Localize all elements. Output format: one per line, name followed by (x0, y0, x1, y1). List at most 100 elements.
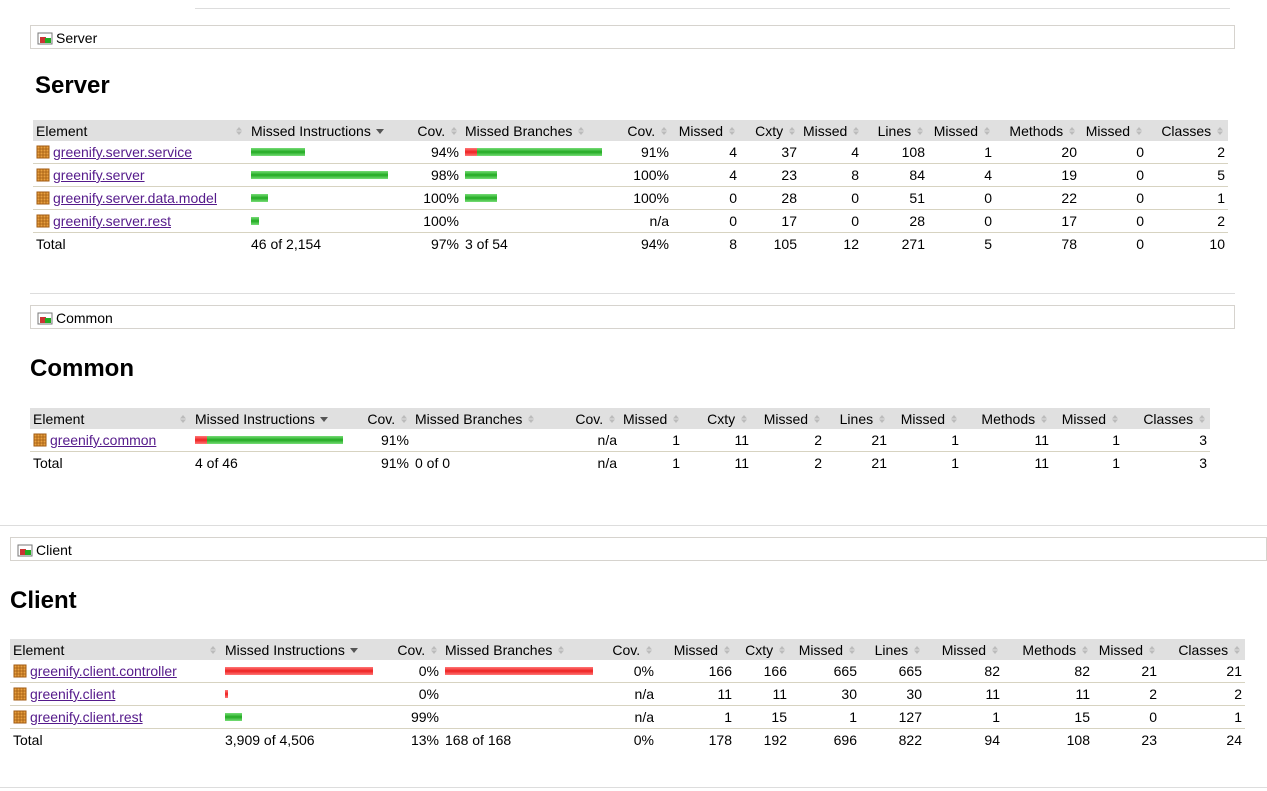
column-header[interactable]: Missed (1080, 120, 1147, 141)
sort-icon[interactable] (526, 414, 536, 424)
column-header[interactable]: Missed (790, 639, 860, 660)
table-cell: 17 (740, 209, 800, 233)
column-header[interactable]: Cov. (410, 120, 462, 141)
column-header[interactable]: Missed Branches (442, 639, 600, 660)
sort-icon[interactable] (1039, 414, 1049, 424)
sort-icon[interactable] (739, 414, 749, 424)
sort-icon[interactable] (208, 645, 218, 655)
column-header[interactable]: Cov. (565, 408, 620, 429)
column-header[interactable]: Methods (962, 408, 1052, 429)
package-link[interactable]: greenify.client.rest (30, 709, 143, 725)
package-link[interactable]: greenify.server (53, 167, 145, 183)
sort-icon[interactable] (429, 645, 439, 655)
package-link[interactable]: greenify.server.rest (53, 213, 172, 229)
table-cell: 8 (800, 163, 862, 187)
sort-icon[interactable] (556, 645, 566, 655)
table-cell: 91% (615, 141, 672, 164)
package-link[interactable]: greenify.server.data.model (53, 190, 217, 206)
column-header[interactable]: Methods (1003, 639, 1093, 660)
column-header[interactable]: Cxty (740, 120, 800, 141)
cell-value: 22 (1061, 190, 1077, 206)
sort-icon[interactable] (1080, 645, 1090, 655)
column-header[interactable]: Cxty (735, 639, 790, 660)
total-value: n/a (597, 455, 617, 471)
header-label: Cxty (745, 641, 774, 658)
column-header[interactable]: Element (30, 408, 192, 429)
column-header[interactable]: Cov. (615, 120, 672, 141)
column-header[interactable]: Missed (925, 639, 1003, 660)
column-header[interactable]: Classes (1123, 408, 1210, 429)
sort-icon[interactable] (234, 126, 244, 136)
column-header[interactable]: Missed Branches (462, 120, 615, 141)
package-link[interactable]: greenify.common (50, 432, 157, 448)
package-link[interactable]: greenify.client.controller (30, 663, 177, 679)
sort-icon[interactable] (787, 126, 797, 136)
sort-icon[interactable] (1134, 126, 1144, 136)
cell-value: 4 (729, 167, 737, 183)
column-header[interactable]: Lines (862, 120, 928, 141)
column-header[interactable]: Element (10, 639, 222, 660)
sort-icon[interactable] (847, 645, 857, 655)
sort-icon[interactable] (912, 645, 922, 655)
column-header[interactable]: Missed Instructions (222, 639, 388, 660)
column-header[interactable]: Missed Instructions (248, 120, 410, 141)
sort-icon[interactable] (1147, 645, 1157, 655)
sort-icon[interactable] (1232, 645, 1242, 655)
column-header[interactable]: Missed (620, 408, 683, 429)
sort-icon[interactable] (449, 126, 459, 136)
column-header[interactable]: Missed (928, 120, 995, 141)
sort-icon[interactable] (990, 645, 1000, 655)
sort-icon[interactable] (915, 126, 925, 136)
sort-icon[interactable] (319, 414, 329, 424)
column-header[interactable]: Lines (860, 639, 925, 660)
sort-icon[interactable] (851, 126, 861, 136)
sort-icon[interactable] (1110, 414, 1120, 424)
sort-icon[interactable] (812, 414, 822, 424)
sort-icon[interactable] (644, 645, 654, 655)
column-header[interactable]: Missed (800, 120, 862, 141)
sort-icon[interactable] (576, 126, 586, 136)
sort-icon[interactable] (877, 414, 887, 424)
column-header[interactable]: Cov. (388, 639, 442, 660)
sort-icon[interactable] (727, 126, 737, 136)
column-header[interactable]: Missed (890, 408, 962, 429)
sort-icon[interactable] (1067, 126, 1077, 136)
sort-icon[interactable] (659, 126, 669, 136)
sort-icon[interactable] (349, 645, 359, 655)
column-header[interactable]: Missed Branches (412, 408, 565, 429)
column-header[interactable]: Classes (1160, 639, 1245, 660)
total-row: Total 4 of 46 91% 0 of 0 n/a 1 11 2 21 1 11 1 3 (30, 452, 1210, 475)
column-header[interactable]: Methods (995, 120, 1080, 141)
sort-icon[interactable] (722, 645, 732, 655)
column-header[interactable]: Classes (1147, 120, 1228, 141)
column-header[interactable]: Missed (657, 639, 735, 660)
sort-icon[interactable] (982, 126, 992, 136)
missed-bar (225, 667, 373, 675)
total-value: 94% (640, 236, 669, 252)
package-link[interactable]: greenify.client (30, 686, 116, 702)
column-header[interactable]: Missed (672, 120, 740, 141)
sort-icon[interactable] (399, 414, 409, 424)
column-header[interactable]: Missed Instructions (192, 408, 358, 429)
sort-icon[interactable] (375, 126, 385, 136)
column-header[interactable]: Missed (1093, 639, 1160, 660)
header-label: Classes (1161, 122, 1212, 139)
sort-icon[interactable] (949, 414, 959, 424)
sort-icon[interactable] (1215, 126, 1225, 136)
total-value: Total (36, 236, 66, 252)
column-header[interactable]: Cov. (600, 639, 657, 660)
column-header[interactable]: Cxty (683, 408, 752, 429)
sort-icon[interactable] (1197, 414, 1207, 424)
table-cell (462, 209, 615, 233)
sort-icon[interactable] (607, 414, 617, 424)
sort-icon[interactable] (178, 414, 188, 424)
package-link[interactable]: greenify.server.service (53, 144, 193, 160)
column-header[interactable]: Element (33, 120, 248, 141)
sort-icon[interactable] (777, 645, 787, 655)
sort-icon[interactable] (671, 414, 681, 424)
column-header[interactable]: Cov. (358, 408, 412, 429)
column-header[interactable]: Lines (825, 408, 890, 429)
column-header[interactable]: Missed (752, 408, 825, 429)
covered-bar (465, 171, 497, 179)
column-header[interactable]: Missed (1052, 408, 1123, 429)
